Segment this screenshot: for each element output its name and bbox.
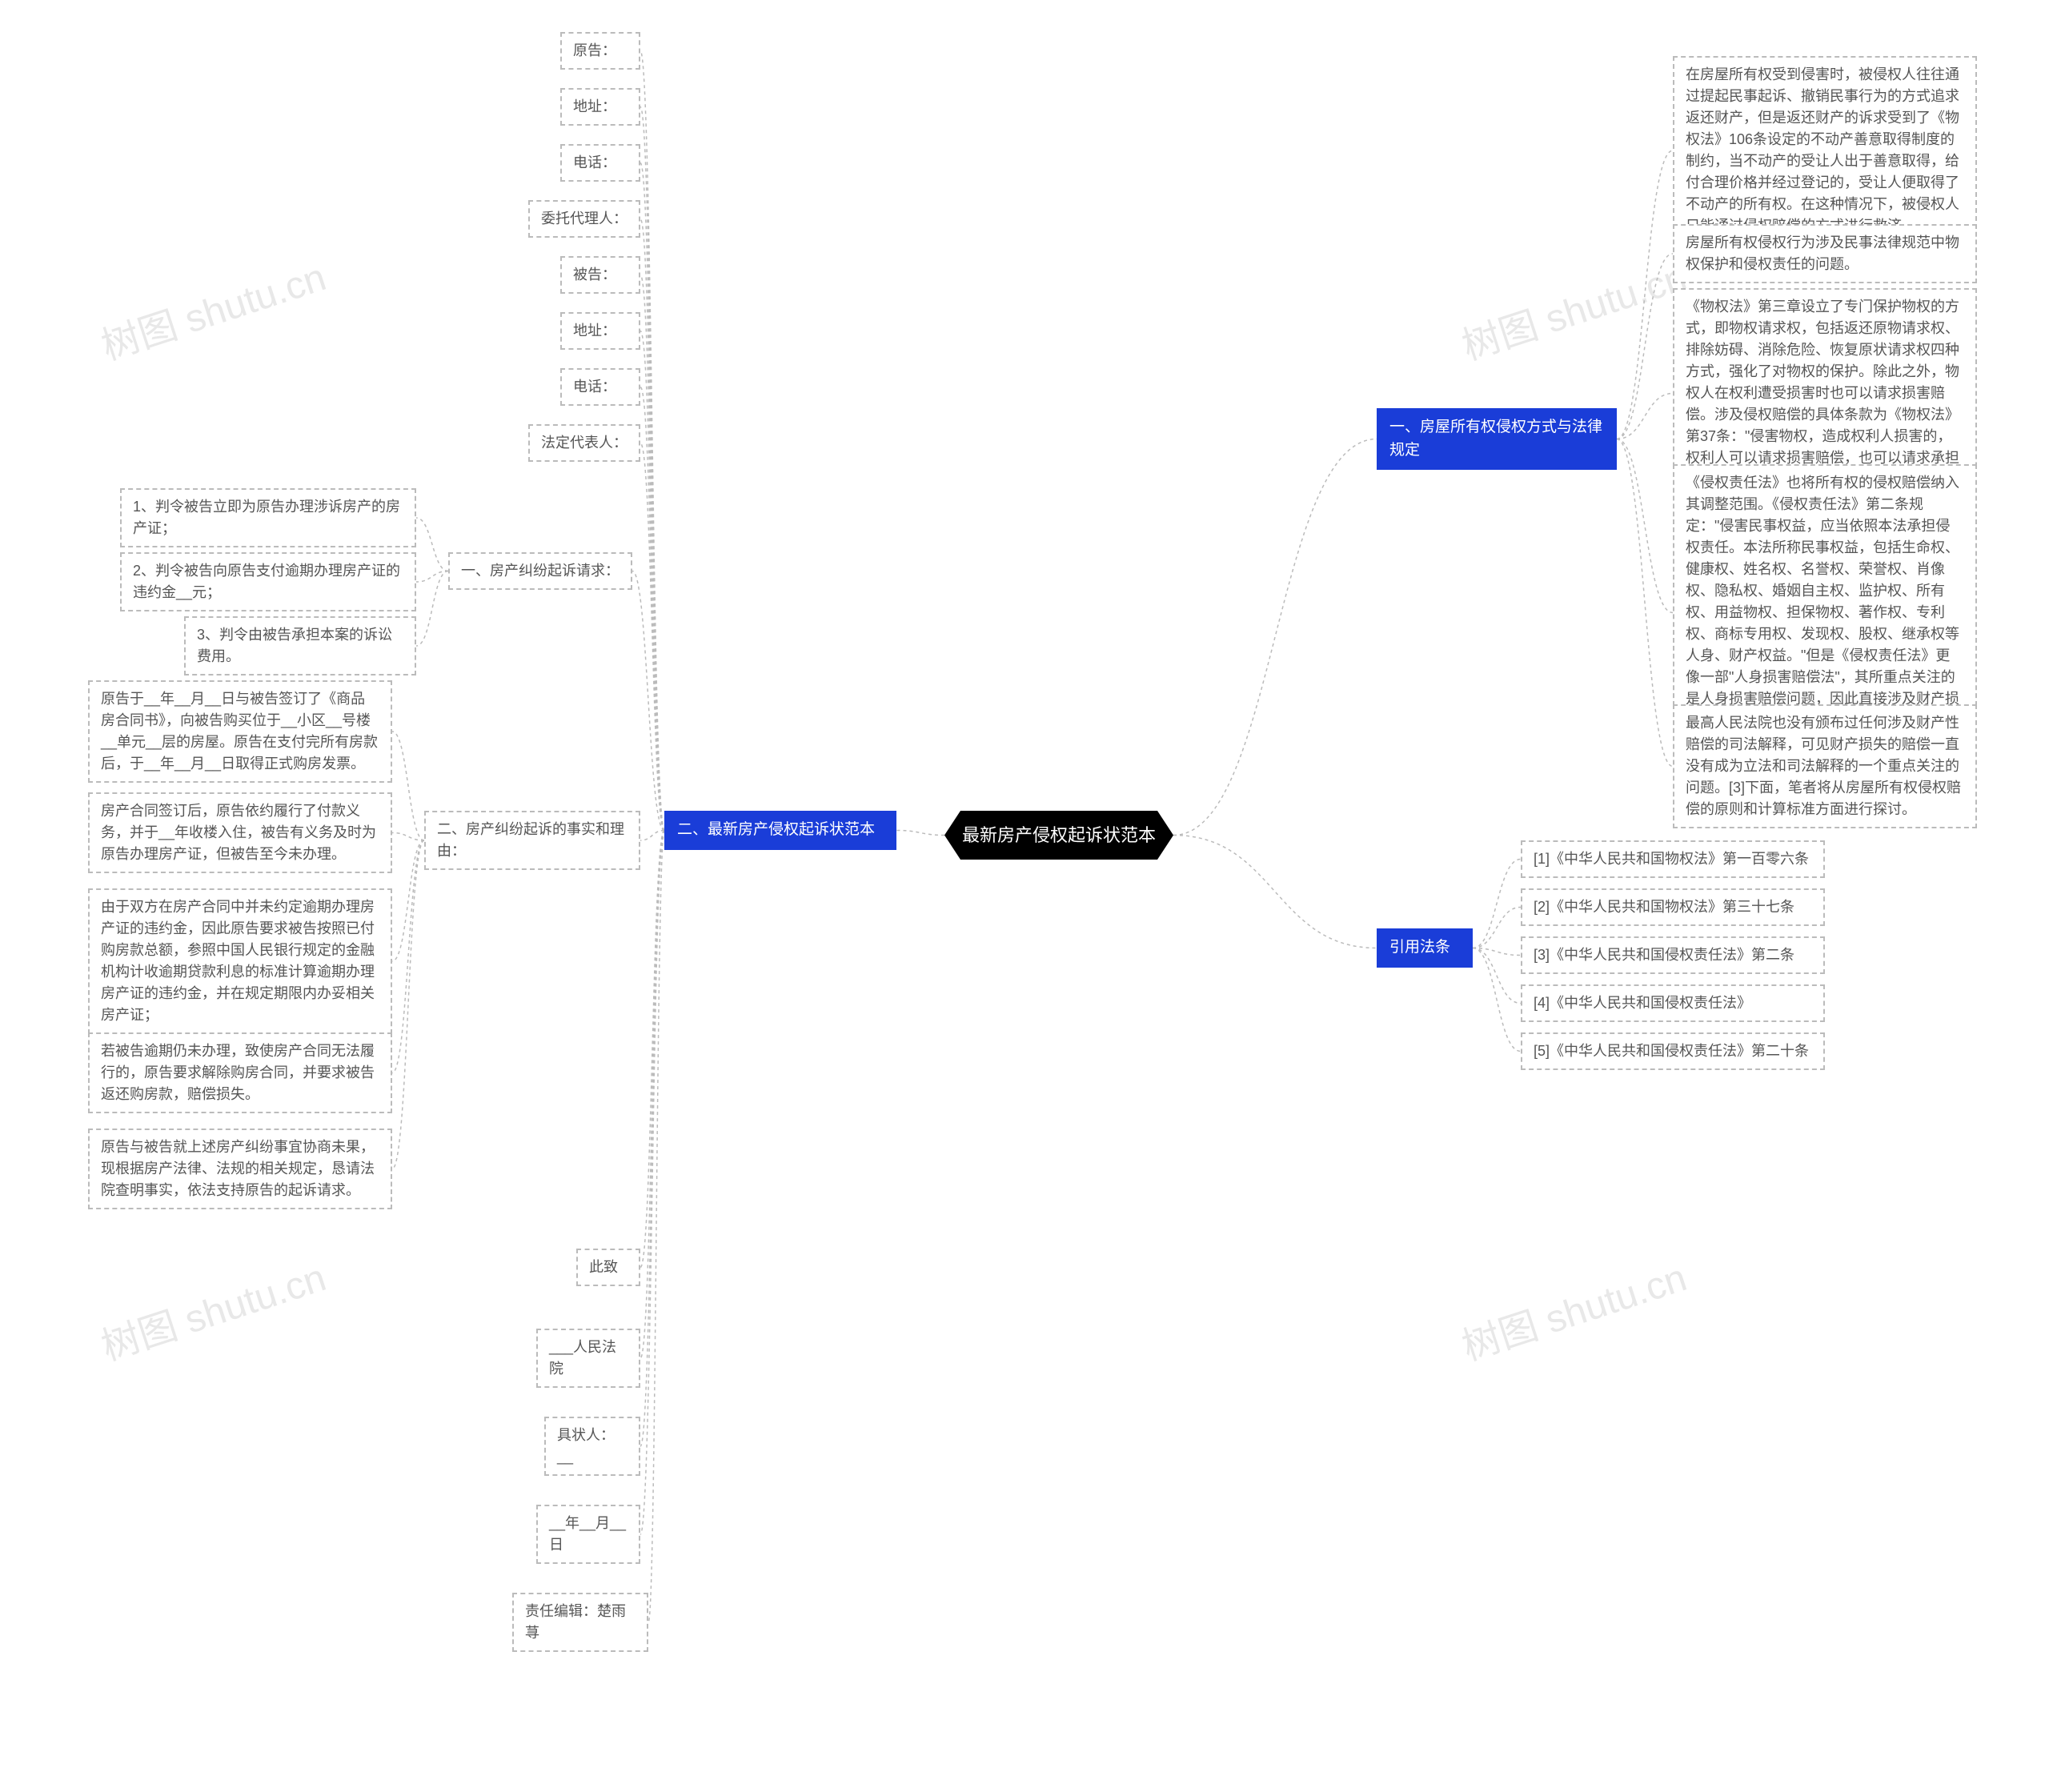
leaf-b3a3: 电话：: [560, 144, 640, 182]
leaf-b3a8: 法定代表人：: [528, 424, 640, 462]
leaf-b1c1: 在房屋所有权受到侵害时，被侵权人往往通过提起民事起诉、撤销民事行为的方式追求返还…: [1673, 56, 1977, 245]
branch-b3: 二、最新房产侵权起诉状范本: [664, 811, 896, 850]
root-node: 最新房产侵权起诉状范本: [944, 811, 1173, 860]
leaf-b3a4: 委托代理人：: [528, 200, 640, 238]
leaf-b3a12: __年__月__日: [536, 1505, 640, 1564]
leaf-b2c3: [3]《中华人民共和国侵权责任法》第二条: [1521, 936, 1825, 974]
leaf-b3s2c3: 由于双方在房产合同中并未约定逾期办理房产证的违约金，因此原告要求被告按照已付购房…: [88, 888, 392, 1034]
leaf-b2c2: [2]《中华人民共和国物权法》第三十七条: [1521, 888, 1825, 926]
watermark: 树图 shutu.cn: [1454, 1246, 1692, 1371]
leaf-b2c4: [4]《中华人民共和国侵权责任法》: [1521, 984, 1825, 1022]
leaf-b3s1c1: 1、判令被告立即为原告办理涉诉房产的房产证；: [120, 488, 416, 547]
watermark: 树图 shutu.cn: [93, 1246, 331, 1371]
leaf-b1c2: 房屋所有权侵权行为涉及民事法律规范中物权保护和侵权责任的问题。: [1673, 224, 1977, 283]
leaf-b2c5: [5]《中华人民共和国侵权责任法》第二十条: [1521, 1032, 1825, 1070]
leaf-b3s2c5: 原告与被告就上述房产纠纷事宜协商未果，现根据房产法律、法规的相关规定，恳请法院查…: [88, 1129, 392, 1209]
leaf-b3a11: 具状人：__: [544, 1417, 640, 1476]
watermark: 树图 shutu.cn: [93, 246, 331, 371]
leaf-b1c5: 最高人民法院也没有颁布过任何涉及财产性赔偿的司法解释，可见财产损失的赔偿一直没有…: [1673, 704, 1977, 828]
leaf-b3s2c1: 原告于__年__月__日与被告签订了《商品房合同书》，向被告购买位于__小区__…: [88, 680, 392, 783]
leaf-b3a2: 地址：: [560, 88, 640, 126]
leaf-b3a9: 此致: [576, 1249, 640, 1286]
leaf-b3a5: 被告：: [560, 256, 640, 294]
leaf-b3s1c3: 3、判令由被告承担本案的诉讼费用。: [184, 616, 416, 676]
leaf-b3a7: 电话：: [560, 368, 640, 406]
leaf-b3a10: ___人民法院: [536, 1329, 640, 1388]
leaf-b2c1: [1]《中华人民共和国物权法》第一百零六条: [1521, 840, 1825, 878]
leaf-b3a13: 责任编辑：楚雨荨: [512, 1593, 648, 1652]
watermark: 树图 shutu.cn: [1454, 246, 1692, 371]
leaf-b3s2c4: 若被告逾期仍未办理，致使房产合同无法履行的，原告要求解除购房合同，并要求被告返还…: [88, 1032, 392, 1113]
branch-b2: 引用法条: [1377, 928, 1473, 968]
leaf-b3s1: 一、房产纠纷起诉请求：: [448, 552, 632, 590]
leaf-b3a1: 原告：: [560, 32, 640, 70]
leaf-b3s1c2: 2、判令被告向原告支付逾期办理房产证的违约金__元；: [120, 552, 416, 611]
leaf-b3a6: 地址：: [560, 312, 640, 350]
leaf-b3s2: 二、房产纠纷起诉的事实和理由：: [424, 811, 640, 870]
leaf-b3s2c2: 房产合同签订后，原告依约履行了付款义务，并于__年收楼入住，被告有义务及时为原告…: [88, 792, 392, 873]
branch-b1: 一、房屋所有权侵权方式与法律规定: [1377, 408, 1617, 470]
